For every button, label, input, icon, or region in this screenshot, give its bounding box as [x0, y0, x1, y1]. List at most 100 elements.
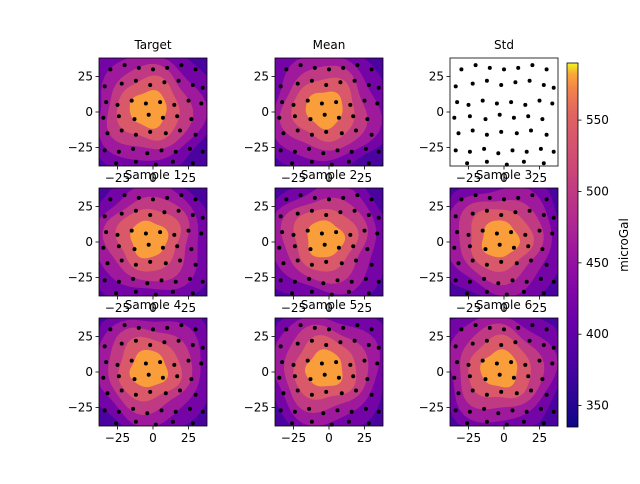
station-point: [509, 100, 514, 105]
station-point: [284, 327, 289, 332]
station-point: [295, 128, 300, 133]
station-point: [116, 244, 121, 249]
station-point: [133, 338, 138, 343]
station-point: [369, 327, 374, 332]
station-point: [346, 159, 351, 164]
station-point: [145, 281, 150, 286]
station-point: [484, 419, 489, 424]
station-point: [484, 132, 489, 137]
station-point: [369, 392, 374, 397]
station-point: [480, 358, 485, 363]
station-point: [200, 409, 205, 414]
station-point: [129, 98, 134, 103]
y-tick-label: −25: [68, 271, 93, 285]
station-point: [136, 195, 141, 200]
station-point: [494, 101, 499, 106]
station-point: [176, 208, 181, 213]
x-tick-label: 0: [325, 171, 333, 185]
station-point: [544, 392, 549, 397]
station-points: [452, 193, 556, 297]
station-point: [132, 117, 137, 122]
station-point: [116, 149, 121, 154]
station-point: [199, 361, 204, 366]
station-point: [290, 421, 295, 426]
station-point: [541, 161, 546, 166]
x-tick-label: −25: [105, 431, 130, 445]
x-tick-label: −25: [105, 301, 130, 315]
colorbar-label: microGal: [617, 218, 631, 272]
x-tick-label: 25: [357, 431, 372, 445]
station-point: [321, 411, 326, 416]
station-point: [341, 195, 346, 200]
station-point: [470, 341, 475, 346]
station-point: [511, 115, 516, 120]
station-point: [163, 391, 168, 396]
station-point: [186, 98, 191, 103]
station-point: [349, 279, 354, 284]
station-point: [327, 67, 331, 72]
station-point: [524, 279, 529, 284]
station-point: [510, 148, 515, 153]
station-point: [133, 289, 138, 294]
y-tick-label: −25: [68, 141, 93, 155]
station-point: [160, 245, 165, 250]
station-point: [292, 114, 297, 119]
station-point: [362, 98, 367, 103]
station-point: [483, 377, 488, 382]
x-tick-label: −25: [456, 171, 481, 185]
station-point: [148, 213, 153, 217]
station-point: [369, 132, 374, 137]
station-point: [339, 261, 344, 266]
station-point: [483, 117, 488, 122]
station-point: [499, 259, 504, 264]
station-point: [165, 325, 170, 330]
station-point: [550, 231, 555, 236]
x-tick-label: 0: [149, 301, 157, 315]
y-tick-label: 0: [85, 365, 93, 379]
station-point: [165, 65, 170, 70]
station-point: [143, 231, 148, 236]
y-tick-label: 25: [429, 329, 444, 343]
station-point: [278, 278, 283, 283]
station-point: [158, 100, 163, 105]
station-point: [354, 128, 358, 133]
station-point: [101, 245, 106, 250]
station-point: [307, 276, 312, 281]
station-point: [551, 279, 556, 284]
station-point: [516, 195, 521, 200]
station-point: [116, 374, 121, 379]
station-point: [119, 81, 124, 86]
station-point: [116, 409, 121, 414]
colorbar: 350 400 450 500 550 microGal: [566, 62, 631, 428]
station-point: [530, 323, 535, 328]
station-point: [499, 389, 504, 394]
station-point: [366, 161, 371, 166]
station-point: [278, 84, 283, 89]
x-tick-label: 0: [500, 171, 508, 185]
x-tick-label: −25: [105, 171, 130, 185]
contour-level-560: [307, 220, 346, 258]
station-point: [544, 262, 549, 267]
x-tick-label: 25: [181, 301, 196, 315]
station-point: [176, 338, 181, 343]
station-point: [104, 230, 109, 235]
station-point: [376, 215, 381, 220]
station-point: [365, 247, 370, 252]
station-point: [119, 128, 124, 133]
station-point: [145, 151, 150, 156]
y-tick-label: −25: [419, 271, 444, 285]
colorbar-tick-label: 550: [586, 113, 609, 127]
station-point: [115, 362, 120, 367]
station-point: [530, 63, 535, 68]
station-point: [355, 193, 360, 198]
colorbar-tick-label: 350: [586, 399, 609, 413]
station-points: [277, 63, 381, 167]
station-point: [484, 159, 489, 164]
station-point: [190, 213, 195, 217]
station-point: [527, 78, 532, 83]
station-point: [453, 278, 458, 283]
station-point: [523, 362, 528, 367]
station-point: [459, 197, 464, 202]
station-point: [366, 83, 371, 87]
station-point: [136, 65, 141, 70]
